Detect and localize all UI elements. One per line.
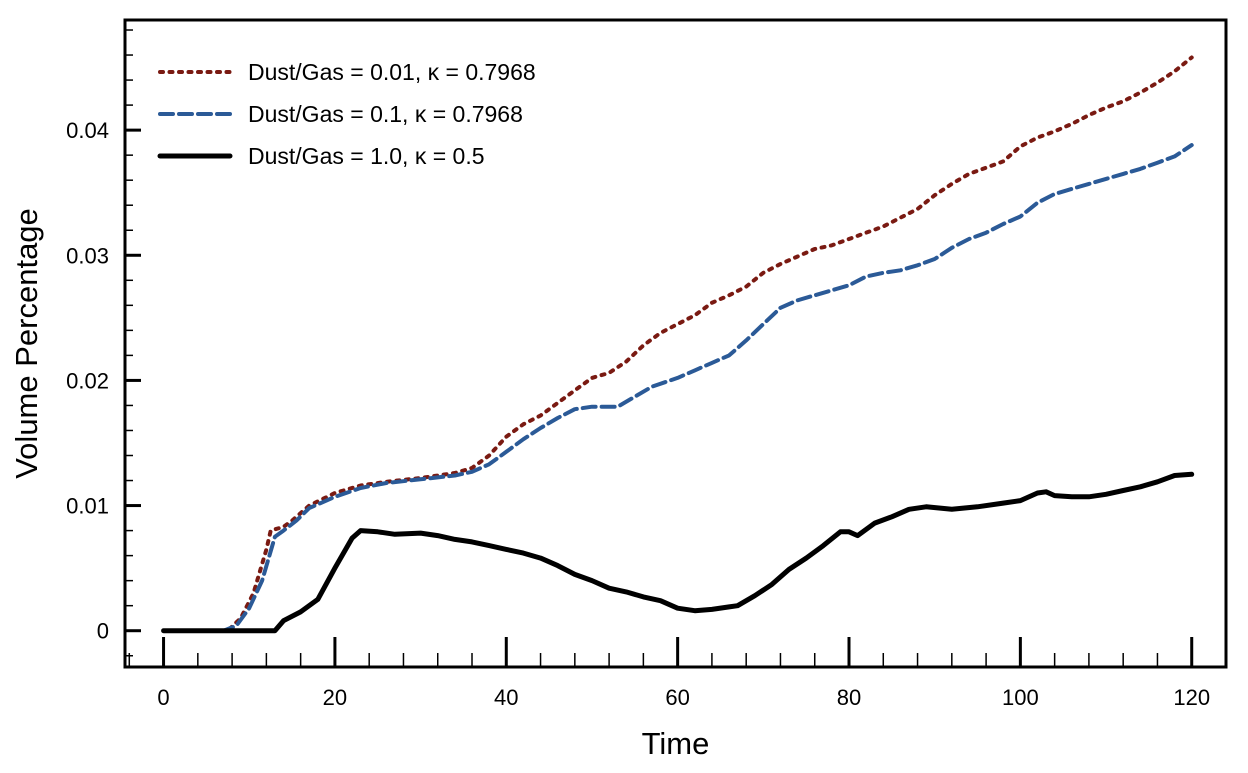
x-tick-label: 120 — [1173, 685, 1210, 710]
series-line-2 — [161, 143, 1194, 633]
y-axis-title: Volume Percentage — [9, 208, 44, 479]
legend-label-3: Dust/Gas = 1.0, κ = 0.5 — [248, 143, 485, 169]
x-tick-label: 0 — [157, 685, 169, 710]
plot-frame — [123, 18, 1228, 669]
y-tick-label: 0.03 — [66, 243, 109, 268]
legend-label-2: Dust/Gas = 0.1, κ = 0.7968 — [248, 101, 523, 127]
x-tick-label: 100 — [1002, 685, 1039, 710]
y-tick-label: 0.02 — [66, 368, 109, 393]
series-line-1 — [161, 55, 1194, 633]
legend-label-1: Dust/Gas = 0.01, κ = 0.7968 — [248, 59, 536, 85]
y-tick-label: 0.01 — [66, 494, 109, 519]
x-axis-title: Time — [642, 726, 710, 761]
x-tick-label: 60 — [665, 685, 689, 710]
x-tick-label: 80 — [837, 685, 861, 710]
x-tick-label: 40 — [494, 685, 518, 710]
x-tick-label: 20 — [323, 685, 347, 710]
series-line-3 — [161, 471, 1195, 634]
y-tick-label: 0 — [97, 619, 109, 644]
y-tick-label: 0.04 — [66, 118, 109, 143]
